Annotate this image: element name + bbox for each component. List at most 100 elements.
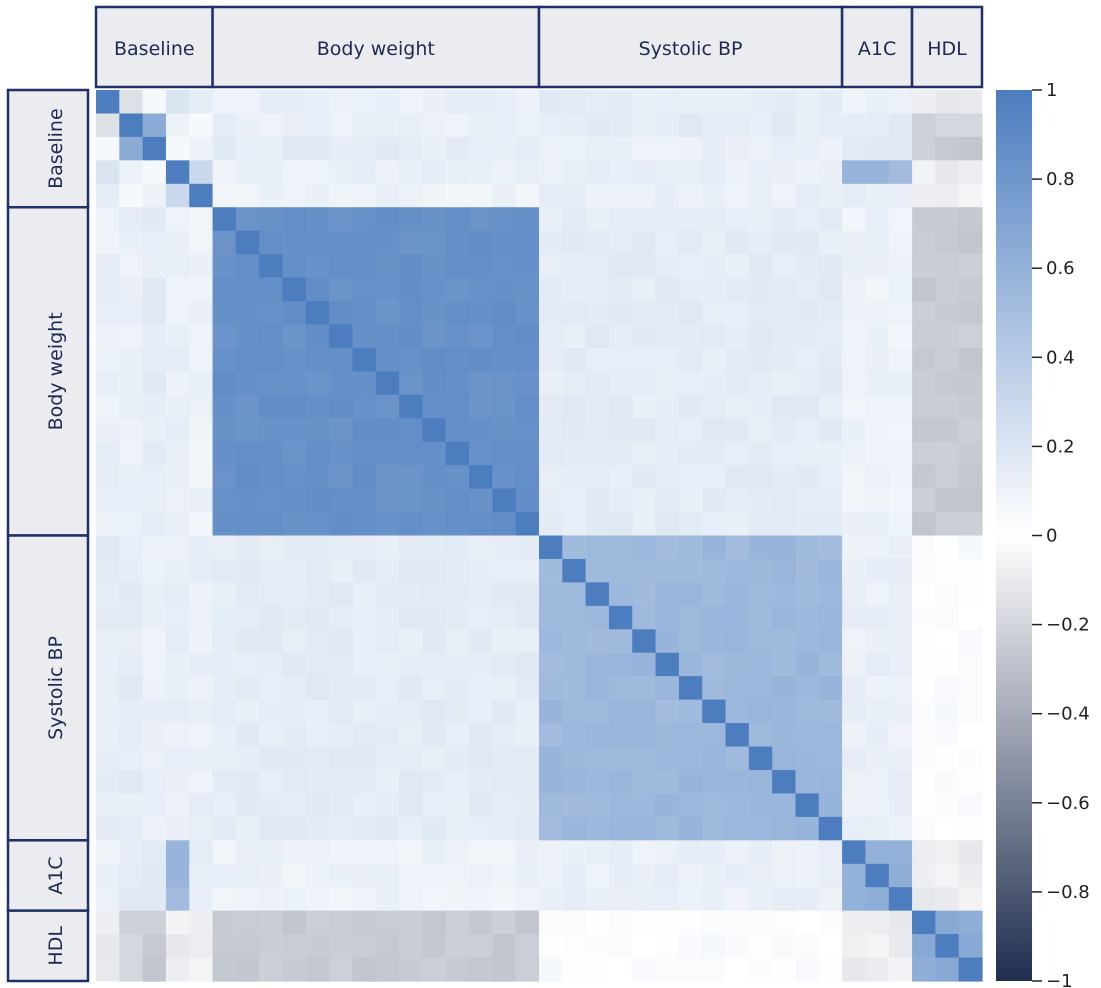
heatmap-cell	[142, 90, 167, 115]
heatmap-cell	[375, 957, 400, 982]
heatmap-cell	[469, 371, 493, 396]
heatmap-cell	[725, 840, 750, 865]
heatmap-cell	[748, 488, 773, 513]
heatmap-cell	[445, 512, 470, 537]
heatmap-cell	[329, 394, 354, 419]
heatmap-cell	[212, 394, 237, 419]
heatmap-cell	[329, 465, 354, 490]
heatmap-cell	[608, 301, 633, 326]
heatmap-cell	[445, 887, 470, 912]
heatmap-cell	[539, 699, 563, 724]
heatmap-cell	[189, 301, 214, 326]
heatmap-cell	[585, 746, 610, 771]
heatmap-cell	[329, 652, 354, 677]
heatmap-cell	[352, 465, 377, 490]
heatmap-cell	[585, 535, 610, 560]
heatmap-cell	[119, 371, 144, 396]
heatmap-cell	[422, 394, 447, 419]
heatmap-cell	[772, 934, 797, 959]
heatmap-cell	[352, 418, 377, 443]
heatmap-cell	[422, 816, 447, 841]
heatmap-cell	[912, 699, 936, 724]
heatmap-cells	[96, 90, 983, 982]
heatmap-cell	[142, 324, 167, 349]
heatmap-cell	[865, 160, 890, 185]
heatmap-cell	[912, 652, 936, 677]
heatmap-cell	[259, 840, 284, 865]
heatmap-cell	[655, 488, 680, 513]
heatmap-cell	[585, 90, 610, 115]
heatmap-cell	[96, 699, 120, 724]
heatmap-cell	[445, 160, 470, 185]
heatmap-cell	[445, 418, 470, 443]
heatmap-cell	[492, 441, 517, 466]
heatmap-cell	[935, 512, 960, 537]
heatmap-cell	[725, 90, 750, 115]
heatmap-cell	[165, 324, 190, 349]
heatmap-cell	[678, 277, 703, 302]
heatmap-cell	[842, 136, 867, 161]
heatmap-cell	[235, 512, 260, 537]
heatmap-cell	[585, 183, 610, 208]
heatmap-cell	[445, 371, 470, 396]
heatmap-cell	[212, 652, 237, 677]
heatmap-cell	[515, 418, 540, 443]
heatmap-cell	[96, 207, 120, 232]
heatmap-cell	[96, 488, 120, 513]
heatmap-cell	[585, 254, 610, 279]
heatmap-cell	[119, 488, 144, 513]
heatmap-cell	[515, 512, 540, 537]
heatmap-cell	[678, 136, 703, 161]
heatmap-cell	[352, 301, 377, 326]
heatmap-cell	[422, 676, 447, 701]
colorbar-tick-label: 0	[1046, 526, 1057, 547]
heatmap-cell	[375, 840, 400, 865]
heatmap-cell	[259, 113, 284, 138]
heatmap-cell	[702, 512, 727, 537]
heatmap-cell	[632, 183, 657, 208]
heatmap-cell	[725, 652, 750, 677]
heatmap-cell	[235, 605, 260, 630]
heatmap-cell	[842, 160, 867, 185]
heatmap-cell	[375, 301, 400, 326]
heatmap-cell	[702, 840, 727, 865]
heatmap-cell	[958, 769, 983, 795]
heatmap-cell	[608, 840, 633, 865]
heatmap-cell	[352, 558, 377, 583]
heatmap-cell	[235, 441, 260, 466]
heatmap-cell	[399, 371, 424, 396]
heatmap-cell	[818, 699, 843, 724]
heatmap-cell	[795, 465, 820, 490]
heatmap-cell	[818, 629, 843, 654]
heatmap-cell	[375, 183, 400, 208]
heatmap-cell	[748, 324, 773, 349]
heatmap-cell	[539, 629, 563, 654]
heatmap-cell	[422, 582, 447, 607]
heatmap-cell	[725, 207, 750, 232]
heatmap-cell	[935, 394, 960, 419]
heatmap-cell	[119, 699, 144, 724]
heatmap-cell	[539, 816, 563, 841]
heatmap-cell	[935, 840, 960, 865]
heatmap-cell	[282, 723, 307, 748]
heatmap-cell	[329, 887, 354, 912]
heatmap-cell	[212, 934, 237, 959]
heatmap-cell	[165, 136, 190, 161]
heatmap-cell	[772, 277, 797, 302]
heatmap-cell	[352, 910, 377, 935]
heatmap-cell	[96, 558, 120, 583]
heatmap-cell	[888, 699, 913, 724]
heatmap-cell	[632, 394, 657, 419]
heatmap-cell	[678, 957, 703, 982]
heatmap-cell	[888, 301, 913, 326]
top-group-label: Systolic BP	[639, 38, 743, 60]
heatmap-cell	[935, 887, 960, 912]
heatmap-cell	[235, 957, 260, 982]
heatmap-cell	[375, 512, 400, 537]
top-group-header	[94, 5, 214, 89]
heatmap-cell	[352, 160, 377, 185]
heatmap-cell	[632, 605, 657, 630]
heatmap-cell	[492, 816, 517, 841]
heatmap-cell	[562, 887, 587, 912]
heatmap-cell	[305, 605, 330, 630]
